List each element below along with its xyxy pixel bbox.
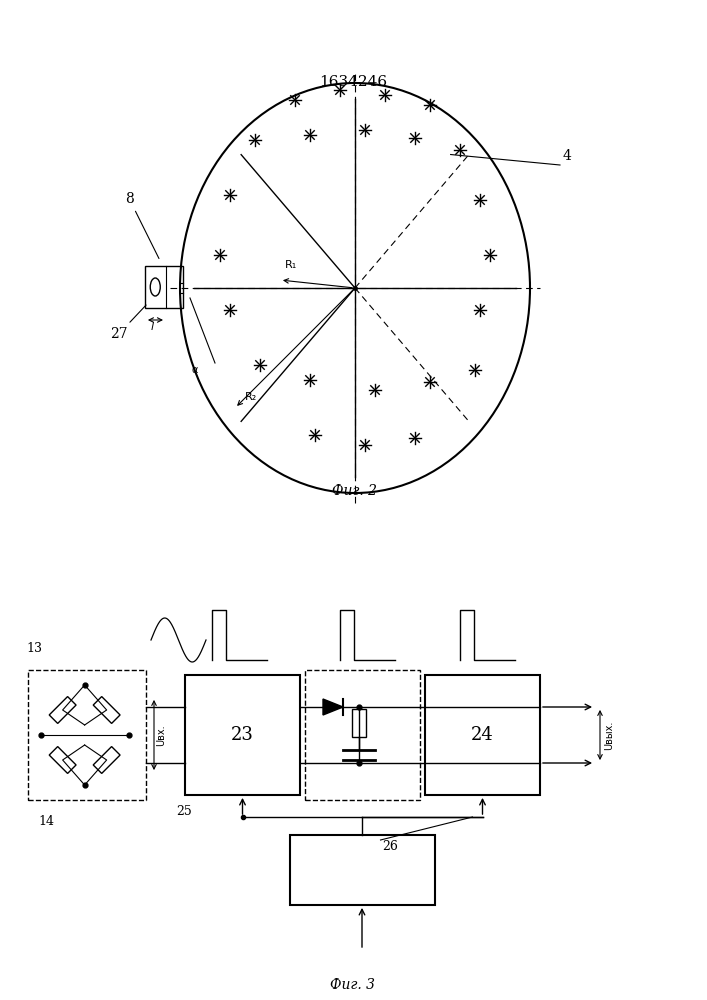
Text: Фиг. 3: Фиг. 3 <box>330 978 375 992</box>
Bar <box>352 709 366 737</box>
Text: 26: 26 <box>382 840 398 853</box>
Text: R₂: R₂ <box>245 392 257 402</box>
Text: 14: 14 <box>38 815 54 828</box>
Text: 25: 25 <box>176 805 192 818</box>
Bar <box>425 675 540 795</box>
Text: Uвх.: Uвх. <box>156 724 166 746</box>
Text: 8: 8 <box>125 192 159 259</box>
Polygon shape <box>323 699 343 715</box>
Text: Фиг. 2: Фиг. 2 <box>332 484 378 498</box>
Bar <box>145 266 183 308</box>
Text: 4: 4 <box>563 149 572 163</box>
Text: 1634246: 1634246 <box>319 75 387 89</box>
Text: R₁: R₁ <box>285 260 297 270</box>
Text: l: l <box>151 322 154 332</box>
Text: 13: 13 <box>26 642 42 655</box>
Bar <box>290 835 435 905</box>
Bar <box>28 670 146 800</box>
Text: 23: 23 <box>230 726 253 744</box>
Bar <box>185 675 300 795</box>
Text: 24: 24 <box>471 726 493 744</box>
Text: Uвых.: Uвых. <box>604 720 614 750</box>
Bar <box>305 670 420 800</box>
Text: 27: 27 <box>110 305 146 341</box>
Text: α: α <box>192 365 199 375</box>
